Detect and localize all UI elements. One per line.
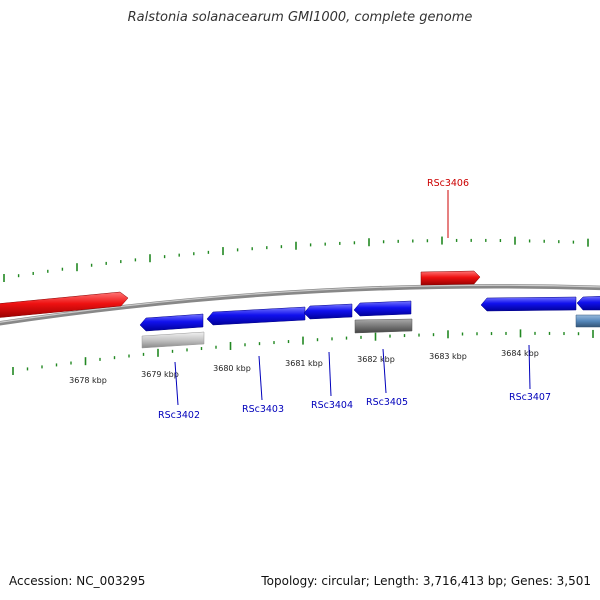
accession-label: Accession: NC_003295 xyxy=(9,574,146,588)
leader-rsc3403 xyxy=(258,355,263,401)
gene-label-rsc3403[interactable]: RSc3403 xyxy=(242,404,284,415)
genome-backbone-highlight xyxy=(0,284,600,323)
gene-rsc3407[interactable] xyxy=(480,296,577,312)
genome-backbone xyxy=(0,283,600,326)
scale-labels: 3678 kbp 3679 kbp 3680 kbp 3681 kbp 3682… xyxy=(69,349,539,385)
gene-label-rsc3407[interactable]: RSc3407 xyxy=(509,392,551,403)
feature-pseudo-dark[interactable] xyxy=(354,318,413,334)
gene-rsc3405[interactable] xyxy=(353,300,412,317)
scale-label-3680: 3680 kbp xyxy=(213,364,251,373)
topology-label: Topology: circular; Length: 3,716,413 bp… xyxy=(261,574,591,588)
gene-label-rsc3404[interactable]: RSc3404 xyxy=(311,400,353,411)
gene-label-rsc3406[interactable]: RSc3406 xyxy=(427,178,469,189)
gene-rsc3403[interactable] xyxy=(206,306,306,326)
scale-label-3678: 3678 kbp xyxy=(69,376,107,385)
map-title: Ralstonia solanacearum GMI1000, complete… xyxy=(127,10,473,25)
leader-rsc3402 xyxy=(174,361,179,406)
gene-label-rsc3402[interactable]: RSc3402 xyxy=(158,410,200,421)
scale-label-3681: 3681 kbp xyxy=(285,359,323,368)
scale-label-3683: 3683 kbp xyxy=(429,352,467,361)
outer-tick-arc xyxy=(3,236,589,282)
gene-rsc3404[interactable] xyxy=(303,303,353,320)
feature-rna-light[interactable] xyxy=(141,331,205,349)
scale-label-3679: 3679 kbp xyxy=(141,370,179,379)
gene-rsc3406[interactable] xyxy=(420,270,481,286)
scale-label-3684: 3684 kbp xyxy=(501,349,539,358)
scale-label-3682: 3682 kbp xyxy=(357,355,395,364)
feature-other-steel[interactable] xyxy=(575,314,600,328)
leader-rsc3407 xyxy=(528,344,531,390)
gene-rsc3402[interactable] xyxy=(139,313,204,332)
leader-rsc3405 xyxy=(382,348,387,394)
gene-label-rsc3405[interactable]: RSc3405 xyxy=(366,397,408,408)
inner-tick-arc xyxy=(12,329,594,375)
gene-reverse-right[interactable] xyxy=(576,295,600,311)
leader-rsc3404 xyxy=(328,351,332,397)
gene-forward-left[interactable] xyxy=(0,291,129,318)
